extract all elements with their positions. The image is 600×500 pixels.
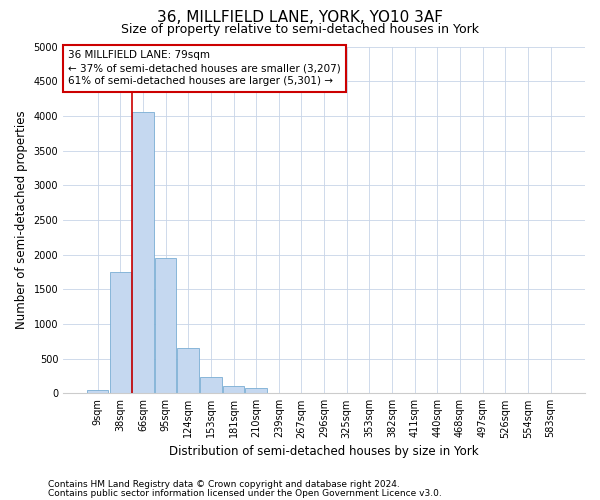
Bar <box>200 376 221 394</box>
Bar <box>245 388 267 394</box>
Y-axis label: Number of semi-detached properties: Number of semi-detached properties <box>15 110 28 329</box>
X-axis label: Distribution of semi-detached houses by size in York: Distribution of semi-detached houses by … <box>169 444 479 458</box>
Bar <box>223 386 244 394</box>
Bar <box>155 258 176 394</box>
Bar <box>87 390 109 394</box>
Bar <box>268 393 290 394</box>
Bar <box>178 348 199 394</box>
Text: Contains public sector information licensed under the Open Government Licence v3: Contains public sector information licen… <box>48 488 442 498</box>
Text: Contains HM Land Registry data © Crown copyright and database right 2024.: Contains HM Land Registry data © Crown c… <box>48 480 400 489</box>
Text: Size of property relative to semi-detached houses in York: Size of property relative to semi-detach… <box>121 22 479 36</box>
Text: 36, MILLFIELD LANE, YORK, YO10 3AF: 36, MILLFIELD LANE, YORK, YO10 3AF <box>157 10 443 25</box>
Bar <box>110 272 131 394</box>
Text: 36 MILLFIELD LANE: 79sqm
← 37% of semi-detached houses are smaller (3,207)
61% o: 36 MILLFIELD LANE: 79sqm ← 37% of semi-d… <box>68 50 341 86</box>
Bar <box>132 112 154 394</box>
